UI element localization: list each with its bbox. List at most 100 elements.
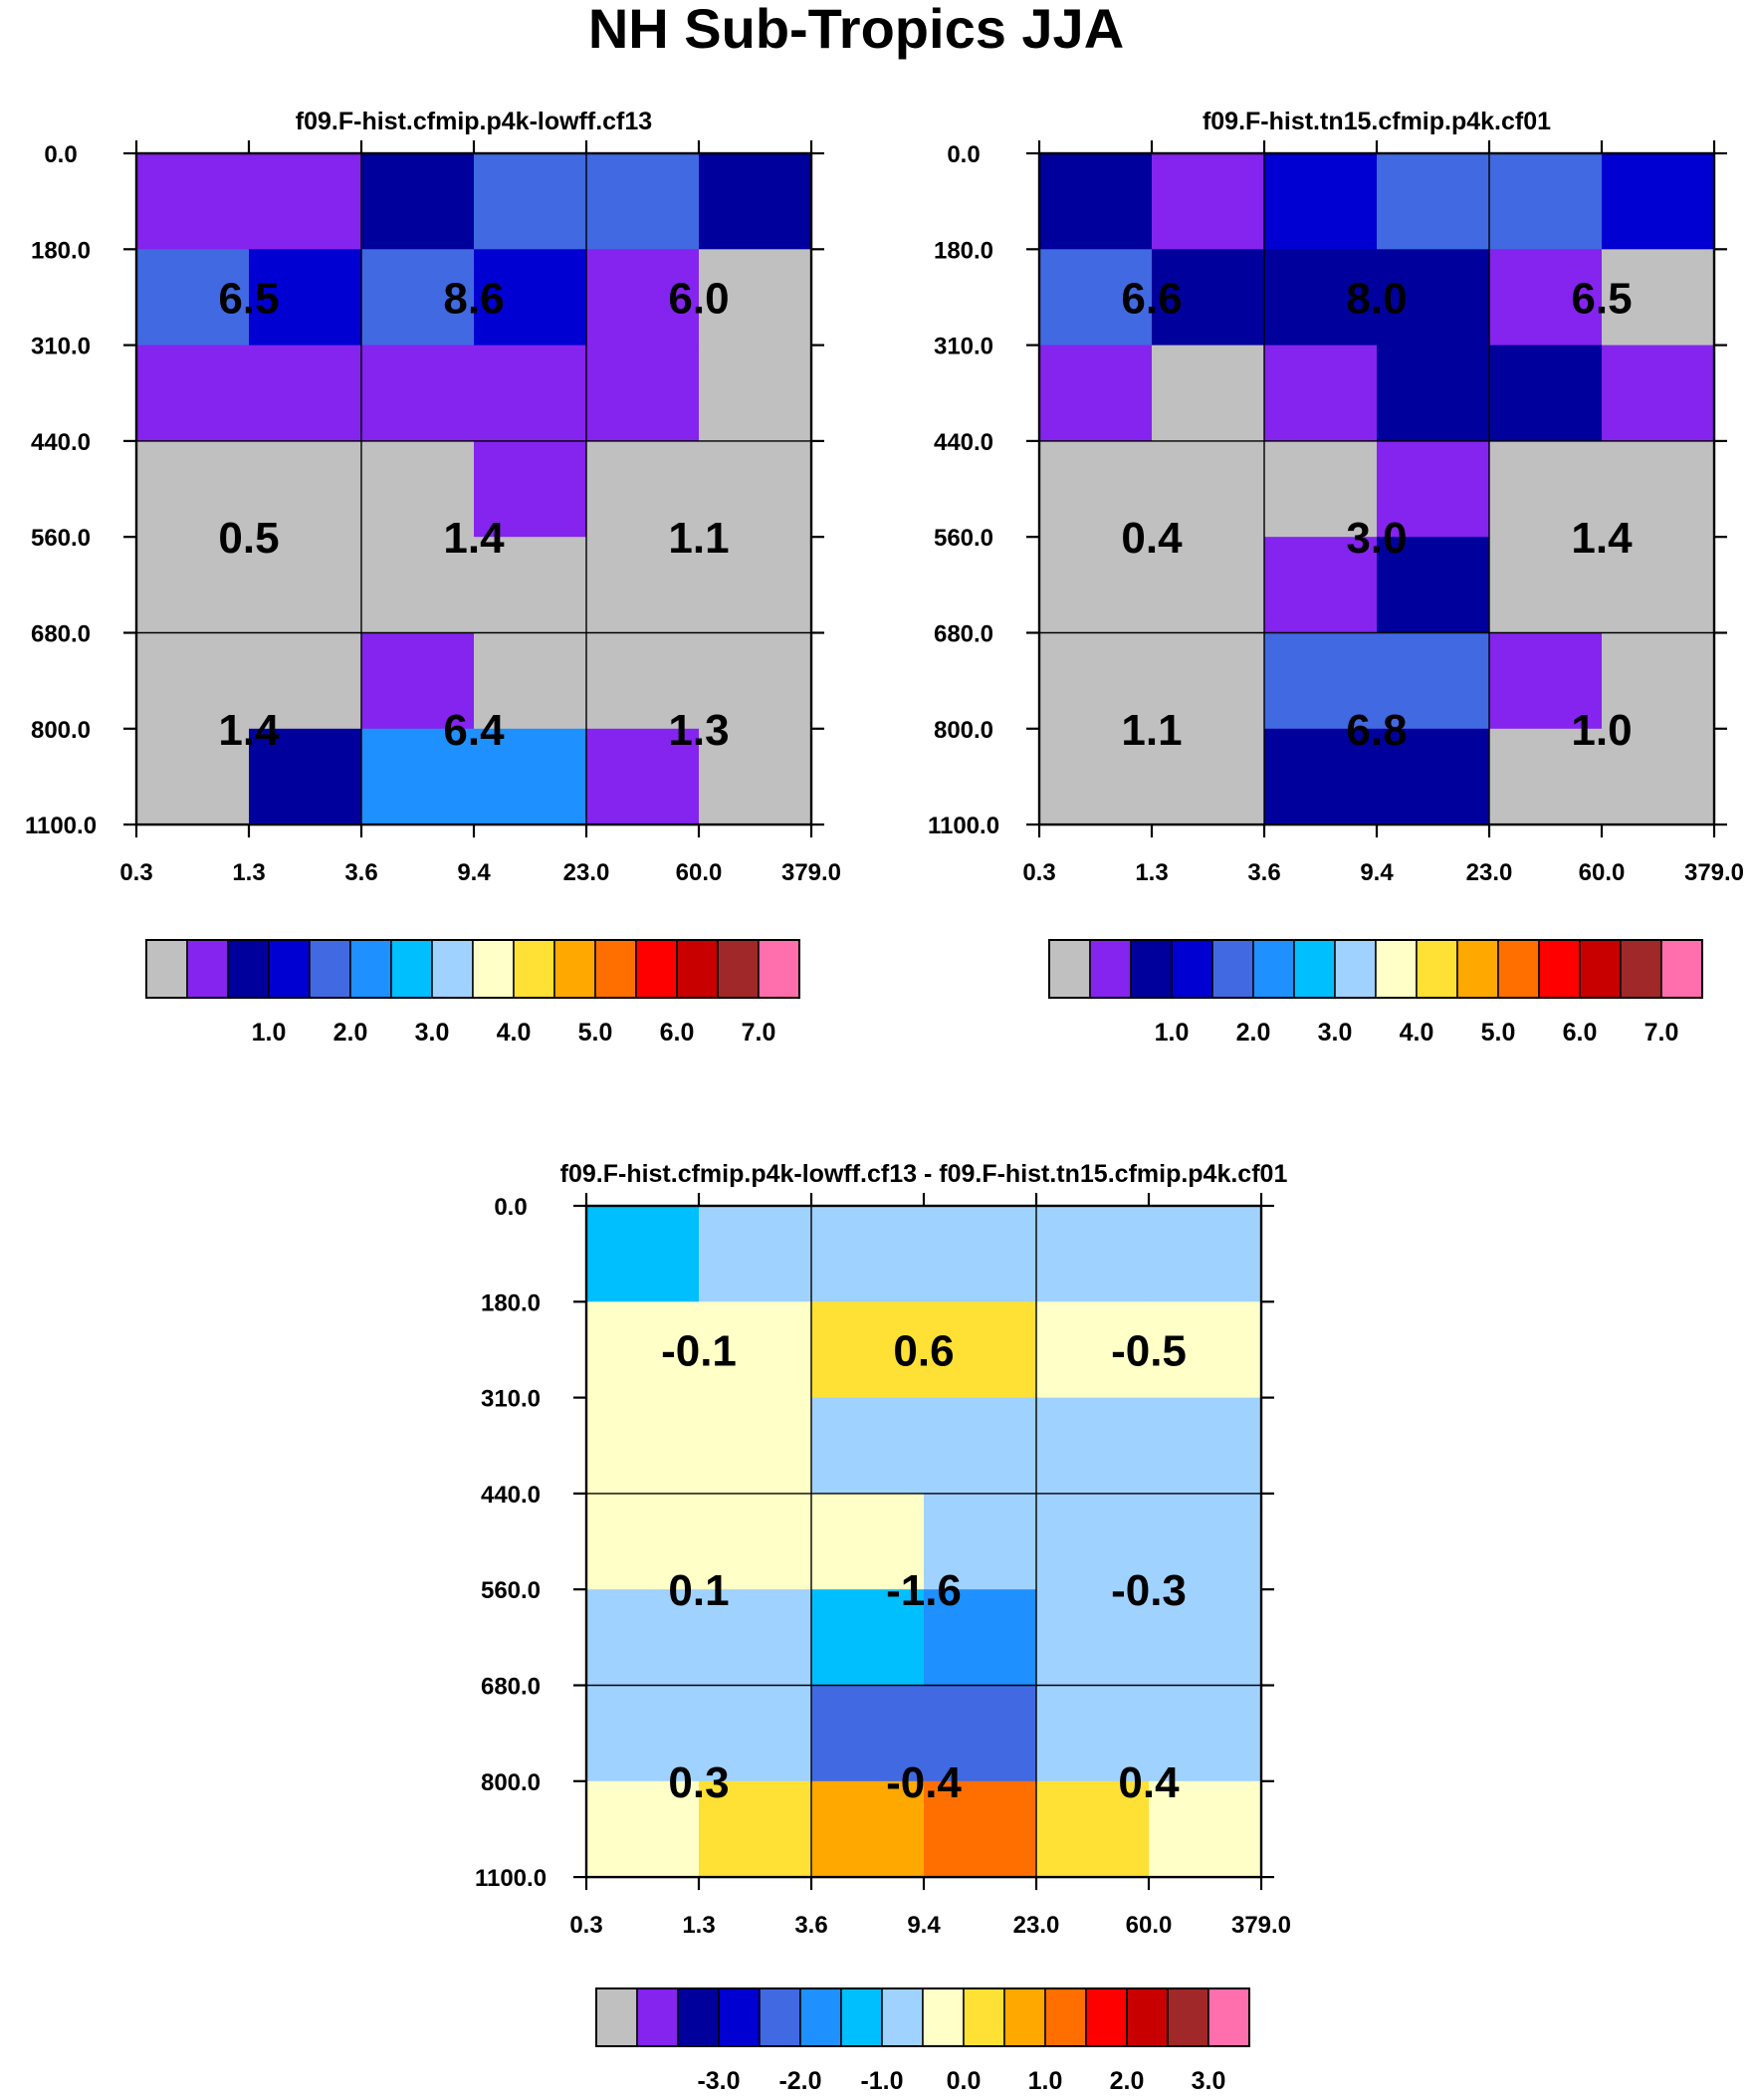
cell (1149, 1206, 1262, 1302)
colorbar-label: 1.0 (252, 1019, 287, 1047)
cell (1264, 537, 1378, 634)
cell (136, 345, 250, 442)
colorbar: 1.0 2.0 3.0 4.0 5.0 6.0 7.0 (145, 939, 800, 1047)
colorbar-label: 7.0 (742, 1019, 776, 1047)
x-tick-label: 3.6 (344, 859, 377, 886)
x-tick-label: 9.4 (907, 1912, 941, 1939)
colorbar-swatch (1126, 1987, 1169, 2047)
cell (1036, 1589, 1150, 1687)
colorbar-label: 2.0 (333, 1019, 368, 1047)
cell (1264, 153, 1378, 250)
cell (1149, 1493, 1262, 1590)
cell (1602, 537, 1715, 634)
cell (699, 249, 812, 347)
cell (136, 632, 250, 730)
colorbar-swatch (881, 1987, 924, 2047)
cell (811, 1397, 925, 1495)
cell (1036, 1685, 1150, 1782)
x-tick-label: 23.0 (1013, 1912, 1060, 1939)
cell (361, 249, 475, 347)
y-tick-label: 180.0 (31, 237, 91, 264)
cell (1489, 153, 1603, 250)
cell (361, 345, 475, 442)
colorbar-swatch (758, 939, 800, 999)
cell (1036, 1397, 1150, 1495)
cell (1036, 1301, 1150, 1399)
cell (1602, 440, 1715, 538)
cell (1264, 249, 1378, 347)
colorbar: 1.0 2.0 3.0 4.0 5.0 6.0 7.0 (1048, 939, 1703, 1047)
x-tick-label: 23.0 (563, 859, 610, 886)
cell (1489, 537, 1603, 634)
cell (249, 249, 362, 347)
colorbar-swatch (717, 939, 760, 999)
bin-value: 6.4 (443, 706, 505, 755)
x-tick-label: 60.0 (1126, 1912, 1173, 1939)
cell (136, 537, 250, 634)
colorbar-swatch (635, 939, 678, 999)
colorbar-swatch (594, 939, 637, 999)
cell (361, 440, 475, 538)
cell (361, 153, 475, 250)
bin-value: 0.3 (668, 1758, 729, 1807)
y-tick-label: 180.0 (934, 237, 993, 264)
cell (586, 153, 700, 250)
cell (699, 1493, 812, 1590)
cell (586, 440, 700, 538)
bin-value: -0.1 (661, 1326, 737, 1375)
x-tick-label: 9.4 (457, 859, 491, 886)
figure-title: NH Sub-Tropics JJA (588, 0, 1124, 60)
cell (1602, 345, 1715, 442)
cell (1377, 537, 1490, 634)
cell (586, 632, 700, 730)
bin-value: 8.6 (443, 274, 504, 323)
cell (1377, 345, 1490, 442)
y-tick-label: 560.0 (934, 525, 993, 552)
cell (249, 632, 362, 730)
bin-value: 1.0 (1571, 706, 1632, 755)
cell (361, 728, 475, 825)
colorbar-label: 3.0 (1192, 2067, 1226, 2095)
colorbar-swatch (1416, 939, 1458, 999)
cell (586, 345, 700, 442)
bin-value: 1.3 (668, 706, 729, 755)
bin-value: 3.0 (1346, 514, 1407, 563)
y-tick-label: 1100.0 (928, 813, 999, 839)
bin-value: 8.0 (1346, 274, 1407, 323)
cell (1152, 345, 1265, 442)
cell (699, 1685, 812, 1782)
y-tick-label: 440.0 (934, 429, 993, 456)
colorbar-swatch (1211, 939, 1254, 999)
cell (924, 1493, 1037, 1590)
y-tick-label: 680.0 (934, 621, 993, 648)
cell (811, 1780, 925, 1878)
colorbar-swatch (1660, 939, 1703, 999)
bin-value: -1.6 (886, 1566, 962, 1615)
cell (361, 632, 475, 730)
colorbar-label: -1.0 (860, 2067, 903, 2095)
cell (1377, 249, 1490, 347)
bin-value: 1.4 (218, 706, 280, 755)
colorbar-swatch (1003, 1987, 1046, 2047)
colorbar-swatch (1538, 939, 1581, 999)
bin-value: 0.6 (893, 1326, 954, 1375)
cell (1149, 1780, 1262, 1878)
panel-3: 0.0 180.0 310.0 440.0 560.0 680.0 800.0 1100.0 0… (475, 1160, 1291, 2095)
cell (1264, 728, 1378, 825)
cell (1489, 345, 1603, 442)
cell (136, 249, 250, 347)
cell (1377, 632, 1490, 730)
x-tick-label: 0.3 (1022, 859, 1055, 886)
cell (1264, 345, 1378, 442)
bin-value: 6.6 (1121, 274, 1182, 323)
cell (249, 153, 362, 250)
cell (1036, 1206, 1150, 1302)
cell (1152, 537, 1265, 634)
cell (811, 1206, 925, 1302)
cell (1152, 632, 1265, 730)
x-tick-label: 1.3 (682, 1912, 715, 1939)
colorbar-swatch (1252, 939, 1295, 999)
bin-value: 0.5 (218, 514, 279, 563)
colorbar-label: 5.0 (1481, 1019, 1516, 1047)
